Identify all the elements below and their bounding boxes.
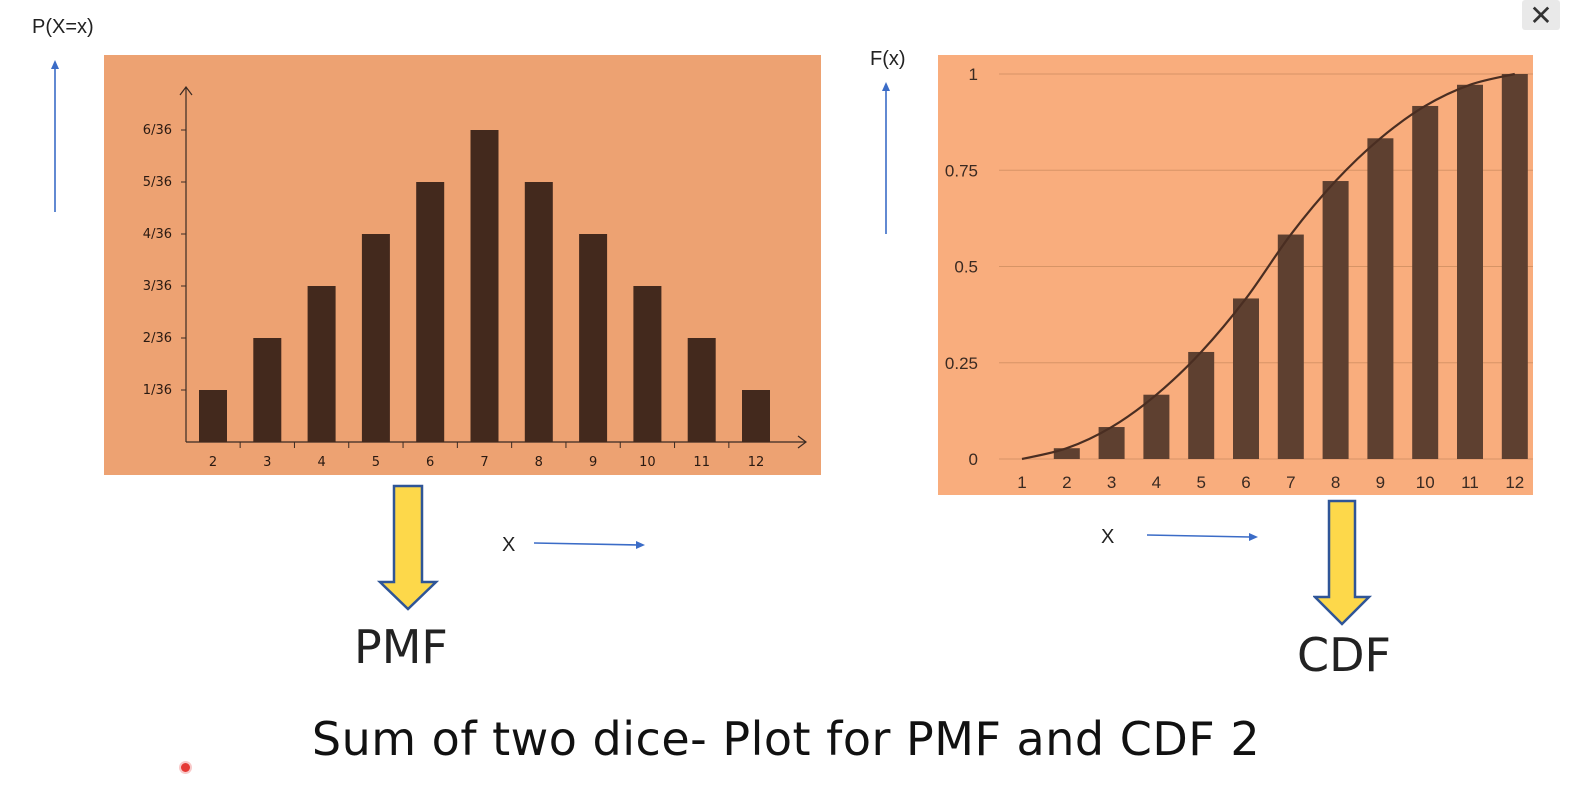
cdf-x-tick-label: 11 xyxy=(1461,473,1479,492)
pmf-down-arrow-icon xyxy=(376,484,440,611)
cdf-bar xyxy=(1457,84,1483,459)
pmf-label: PMF xyxy=(354,620,448,674)
pmf-y-tick-label: 1/36 xyxy=(143,383,172,398)
pmf-bar xyxy=(470,130,499,442)
pmf-y-tick-label: 2/36 xyxy=(143,331,172,346)
cdf-y-tick-label: 0.5 xyxy=(954,258,978,277)
pmf-x-axis-label: X xyxy=(502,534,516,556)
cdf-x-tick-label: 10 xyxy=(1416,473,1435,492)
cdf-bar xyxy=(1053,448,1080,459)
cdf-chart: 0 0.25 0.5 0.75 1 1 2 3 4 5 6 7 8 9 10 11 12 xyxy=(938,55,1533,495)
cdf-y-tick-label: 1 xyxy=(969,65,978,84)
pmf-x-tick-label: 7 xyxy=(480,455,488,470)
pmf-x-tick-label: 12 xyxy=(748,455,765,470)
pmf-y-axis-arrowhead xyxy=(179,86,193,96)
pmf-x-tick-label: 6 xyxy=(426,455,434,470)
pmf-x-tick-label: 2 xyxy=(209,455,217,470)
cdf-bar xyxy=(1188,351,1215,459)
pmf-y-axis-label: P(X=x) xyxy=(32,16,94,38)
pmf-y-tick-label: 4/36 xyxy=(143,227,172,242)
pmf-bar xyxy=(579,234,608,442)
cdf-y-tick-label: 0 xyxy=(969,450,978,469)
pointer-dot xyxy=(181,763,190,772)
pmf-bar xyxy=(307,286,336,442)
cdf-bar xyxy=(1501,74,1528,459)
pmf-x-arrow-icon xyxy=(533,541,645,549)
cdf-bar xyxy=(1367,138,1394,460)
cdf-x-tick-label: 3 xyxy=(1107,473,1116,492)
cdf-x-axis-label: X xyxy=(1101,526,1115,548)
cdf-y-tick-label: 0.25 xyxy=(945,354,978,373)
pmf-y-tick-label: 6/36 xyxy=(143,123,172,138)
cdf-bar xyxy=(1412,105,1439,459)
pmf-bar xyxy=(742,390,770,442)
pmf-bar xyxy=(524,182,553,442)
cdf-x-tick-label: 1 xyxy=(1017,473,1026,492)
cdf-x-tick-label: 6 xyxy=(1241,473,1250,492)
close-button[interactable]: ✕ xyxy=(1522,0,1560,31)
cdf-bar xyxy=(1277,234,1304,459)
close-icon: ✕ xyxy=(1529,0,1553,31)
pmf-y-tick-label: 3/36 xyxy=(143,279,172,294)
cdf-x-tick-label: 9 xyxy=(1376,473,1385,492)
cdf-curve-line xyxy=(1021,72,1516,461)
cdf-x-tick-label: 4 xyxy=(1152,473,1161,492)
cdf-x-tick-label: 7 xyxy=(1286,473,1295,492)
cdf-bar xyxy=(1233,298,1259,459)
pmf-x-tick-label: 8 xyxy=(535,455,543,470)
pmf-chart: 1/36 2/36 3/36 4/36 5/36 6/36 2 3 4 5 6 7 8 9 10 11 12 xyxy=(104,55,821,475)
pmf-y-arrow-icon xyxy=(51,60,59,212)
cdf-y-tick-label: 0.75 xyxy=(945,161,978,180)
pmf-x-tick-label: 5 xyxy=(372,455,380,470)
pmf-bar xyxy=(633,286,662,442)
cdf-x-arrow-icon xyxy=(1146,533,1258,541)
cdf-bar xyxy=(1322,181,1349,459)
pmf-bar xyxy=(253,338,282,442)
pmf-x-tick-label: 3 xyxy=(263,455,271,470)
cdf-down-arrow-icon xyxy=(1313,499,1373,626)
pmf-x-axis-arrowhead xyxy=(797,435,807,449)
cdf-y-arrow-icon xyxy=(882,82,890,234)
pmf-bar xyxy=(361,234,390,442)
pmf-x-tick-label: 11 xyxy=(693,455,710,470)
pmf-bar xyxy=(687,338,716,442)
pmf-bar xyxy=(416,182,445,442)
pmf-x-tick-label: 9 xyxy=(589,455,597,470)
pmf-x-tick-label: 10 xyxy=(639,455,656,470)
pmf-x-tick-label: 4 xyxy=(317,455,325,470)
cdf-y-axis-label: F(x) xyxy=(870,48,906,70)
slide-title: Sum of two dice- Plot for PMF and CDF 2 xyxy=(311,712,1261,766)
cdf-x-tick-label: 5 xyxy=(1196,473,1205,492)
pmf-bar xyxy=(199,390,227,442)
cdf-x-tick-label: 12 xyxy=(1505,473,1524,492)
cdf-label: CDF xyxy=(1297,628,1391,682)
cdf-bar xyxy=(1143,394,1170,459)
cdf-x-tick-label: 8 xyxy=(1331,473,1340,492)
cdf-x-tick-label: 2 xyxy=(1062,473,1071,492)
pmf-y-tick-label: 5/36 xyxy=(143,175,172,190)
pmf-chart-svg: 1/36 2/36 3/36 4/36 5/36 6/36 2 3 4 5 6 7 8 9 10 11 12 xyxy=(104,55,821,475)
